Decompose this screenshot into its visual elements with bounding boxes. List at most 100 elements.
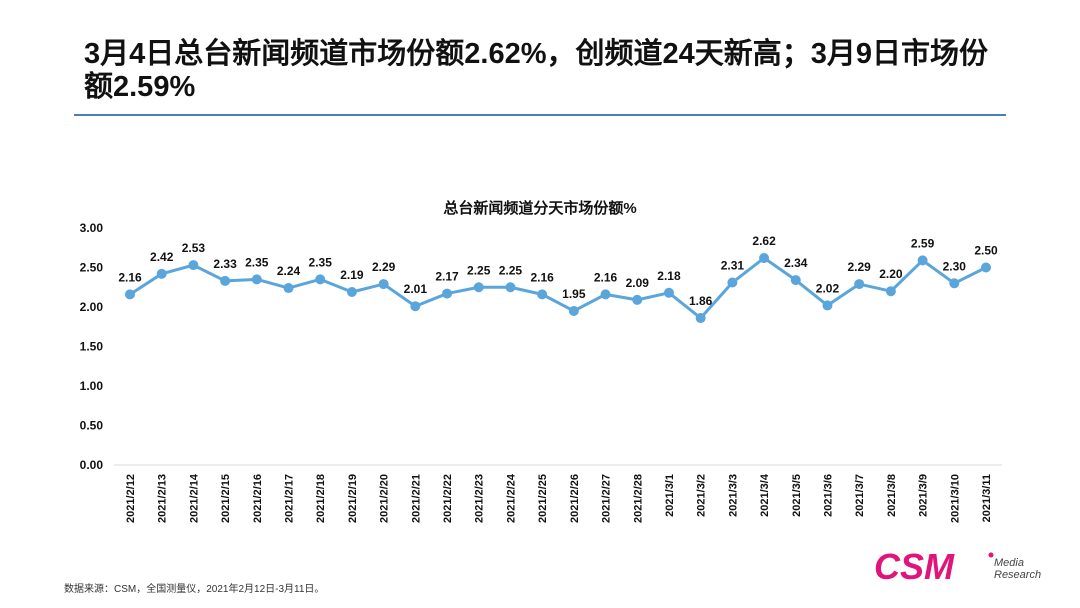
x-tick-label: 2021/2/15	[220, 474, 232, 523]
data-point	[949, 278, 960, 289]
data-label: 2.16	[530, 270, 554, 284]
data-point	[663, 287, 674, 298]
data-label: 2.62	[752, 234, 776, 248]
x-tick-label: 2021/2/27	[601, 474, 613, 523]
x-tick-label: 2021/2/12	[125, 474, 137, 523]
data-point	[568, 305, 579, 316]
y-tick-label: 3.00	[80, 221, 104, 235]
data-label: 2.30	[943, 259, 967, 273]
x-tick-label: 2021/2/22	[442, 474, 454, 523]
x-tick-label: 2021/2/18	[315, 474, 327, 523]
x-tick-label: 2021/3/6	[822, 474, 834, 517]
logo-sub-text-2: Research	[994, 569, 1041, 581]
data-point	[727, 277, 738, 288]
data-point	[315, 274, 326, 285]
data-label: 2.25	[499, 263, 523, 277]
data-point	[759, 253, 770, 264]
data-point	[695, 313, 706, 324]
series-line	[129, 256, 987, 320]
data-label: 2.33	[213, 257, 237, 271]
data-point	[537, 289, 548, 300]
data-label: 2.16	[118, 270, 142, 284]
data-point	[981, 262, 991, 273]
y-tick-label: 1.00	[80, 379, 104, 393]
x-tick-label: 2021/3/10	[949, 474, 961, 523]
data-label: 2.29	[848, 260, 872, 274]
x-tick-label: 2021/2/26	[569, 474, 581, 523]
x-tick-label: 2021/3/8	[886, 474, 898, 517]
data-label: 2.53	[182, 241, 206, 255]
data-label: 2.01	[404, 282, 428, 296]
data-label: 2.24	[277, 264, 301, 278]
y-tick-label: 2.00	[80, 300, 104, 314]
data-label: 2.31	[721, 259, 745, 273]
data-point	[790, 275, 801, 286]
x-tick-label: 2021/3/3	[727, 474, 739, 517]
data-point	[346, 286, 357, 297]
data-point	[378, 279, 389, 290]
x-tick-label: 2021/2/16	[252, 474, 264, 523]
data-point	[917, 255, 928, 266]
y-tick-label: 0.50	[80, 419, 104, 433]
x-tick-label: 2021/2/25	[537, 474, 549, 523]
data-label: 2.50	[974, 244, 998, 258]
y-tick-label: 1.50	[80, 340, 104, 354]
data-point	[822, 300, 833, 311]
logo-main-text: CSM	[874, 546, 955, 586]
data-point	[156, 268, 167, 279]
data-point	[854, 279, 865, 290]
data-point	[442, 288, 453, 299]
data-label: 2.09	[626, 276, 650, 290]
x-tick-label: 2021/2/23	[474, 474, 486, 523]
x-tick-label: 2021/3/4	[759, 473, 771, 517]
x-tick-label: 2021/2/13	[157, 474, 169, 523]
x-tick-label: 2021/2/20	[379, 474, 391, 523]
data-label: 2.19	[340, 268, 364, 282]
data-label: 2.18	[657, 269, 681, 283]
x-tick-label: 2021/2/28	[632, 474, 644, 523]
source-note: 数据来源：CSM，全国测量仪，2021年2月12日-3月11日。	[64, 584, 325, 595]
data-label: 2.35	[309, 255, 333, 269]
data-label: 2.16	[594, 270, 618, 284]
data-label: 1.86	[689, 294, 713, 308]
data-point	[600, 289, 611, 300]
data-label: 2.20	[879, 267, 903, 281]
title-divider	[74, 114, 1006, 116]
page-headline: 3月4日总台新闻频道市场份额2.62%，创频道24天新高；3月9日市场份额2.5…	[84, 38, 988, 103]
x-tick-label: 2021/2/21	[410, 474, 422, 523]
data-point	[632, 294, 643, 305]
data-point	[885, 286, 896, 297]
x-tick-label: 2021/2/24	[505, 473, 517, 523]
x-tick-label: 2021/3/1	[664, 474, 676, 517]
x-tick-label: 2021/2/14	[188, 473, 200, 523]
x-tick-label: 2021/3/11	[981, 474, 993, 522]
data-point	[188, 260, 199, 271]
data-point	[251, 274, 262, 285]
data-label: 2.29	[372, 260, 396, 274]
data-label: 2.17	[435, 270, 459, 284]
chart-title: 总台新闻频道分天市场份额%	[443, 200, 637, 217]
data-label: 2.59	[911, 236, 935, 250]
data-point	[283, 283, 294, 294]
data-point	[220, 275, 231, 286]
x-tick-label: 2021/2/19	[347, 474, 359, 523]
data-label: 1.95	[562, 287, 586, 301]
data-label: 2.35	[245, 255, 269, 269]
data-point	[505, 282, 516, 293]
data-point	[473, 282, 484, 293]
data-label: 2.02	[816, 281, 840, 295]
x-tick-label: 2021/2/17	[284, 474, 296, 523]
x-tick-label: 2021/3/7	[854, 474, 866, 517]
x-tick-label: 2021/3/5	[791, 474, 803, 517]
logo-dot	[988, 552, 994, 558]
y-tick-label: 2.50	[80, 261, 104, 275]
y-tick-label: 0.00	[80, 458, 104, 472]
x-tick-label: 2021/3/2	[696, 474, 708, 517]
data-label: 2.34	[784, 256, 808, 270]
data-point	[125, 289, 135, 300]
csm-logo: CSM Media Research	[874, 546, 1041, 586]
x-tick-label: 2021/3/9	[918, 474, 930, 517]
data-label: 2.42	[150, 250, 174, 264]
logo-sub-text-1: Media	[994, 557, 1024, 569]
